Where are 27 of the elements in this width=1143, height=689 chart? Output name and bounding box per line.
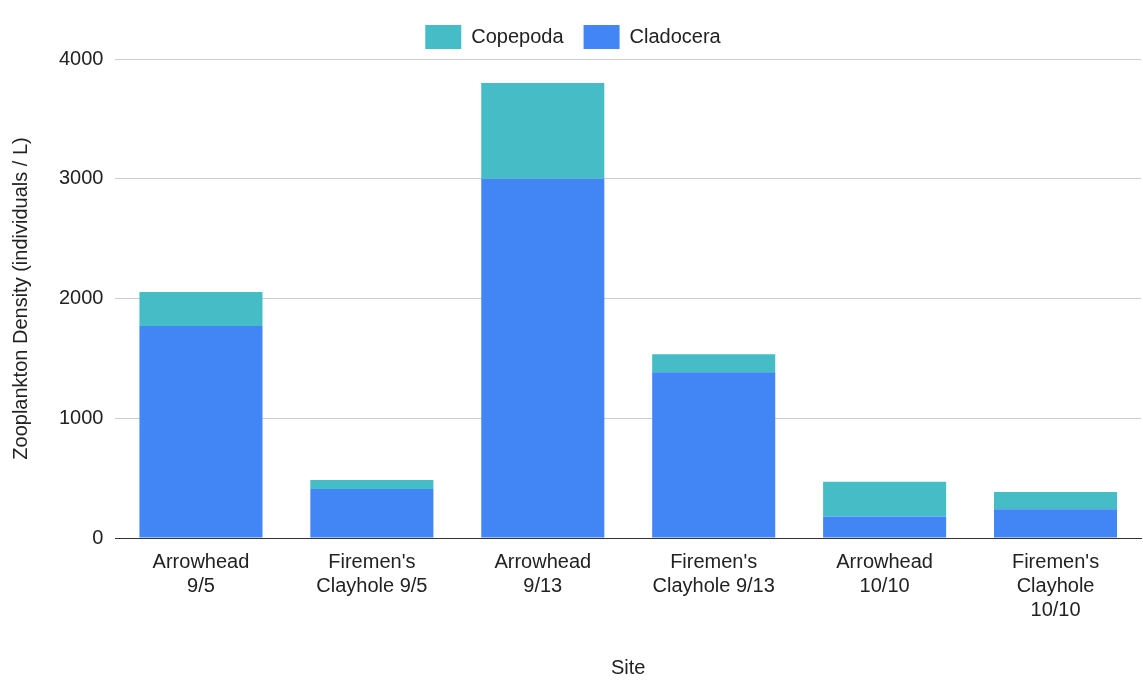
legend-label: Cladocera [629,24,722,47]
x-tick-label: Firemen's Clayhole 10/10 [1011,549,1100,620]
bar [310,488,434,538]
x-tick-label: Arrowhead 9/5 [152,549,250,596]
y-tick-label: 1000 [58,405,104,428]
x-axis-title: Site [611,655,646,678]
bar [139,291,263,327]
y-axis-title: Zooplankton Density (individuals / L) [8,137,31,460]
x-tick-label: Arrowhead 9/13 [494,549,592,596]
bar [481,178,605,538]
y-tick-label: 3000 [58,166,104,189]
bar [139,326,263,538]
y-tick-label: 4000 [58,46,104,69]
bar [652,372,776,538]
bar [310,479,434,489]
y-tick-label: 2000 [58,286,104,309]
bar [481,82,605,179]
x-tick-label: Firemen's Clayhole 9/13 [652,549,775,596]
x-tick-label: Firemen's Clayhole 9/5 [316,549,428,596]
bar [994,491,1118,510]
bar [823,516,947,538]
x-tick-label: Arrowhead 10/10 [836,549,933,596]
bar [823,481,947,517]
bar [652,354,776,373]
bar [994,509,1118,538]
legend-label: Copepoda [471,24,565,47]
y-tick-label: 0 [92,525,104,548]
